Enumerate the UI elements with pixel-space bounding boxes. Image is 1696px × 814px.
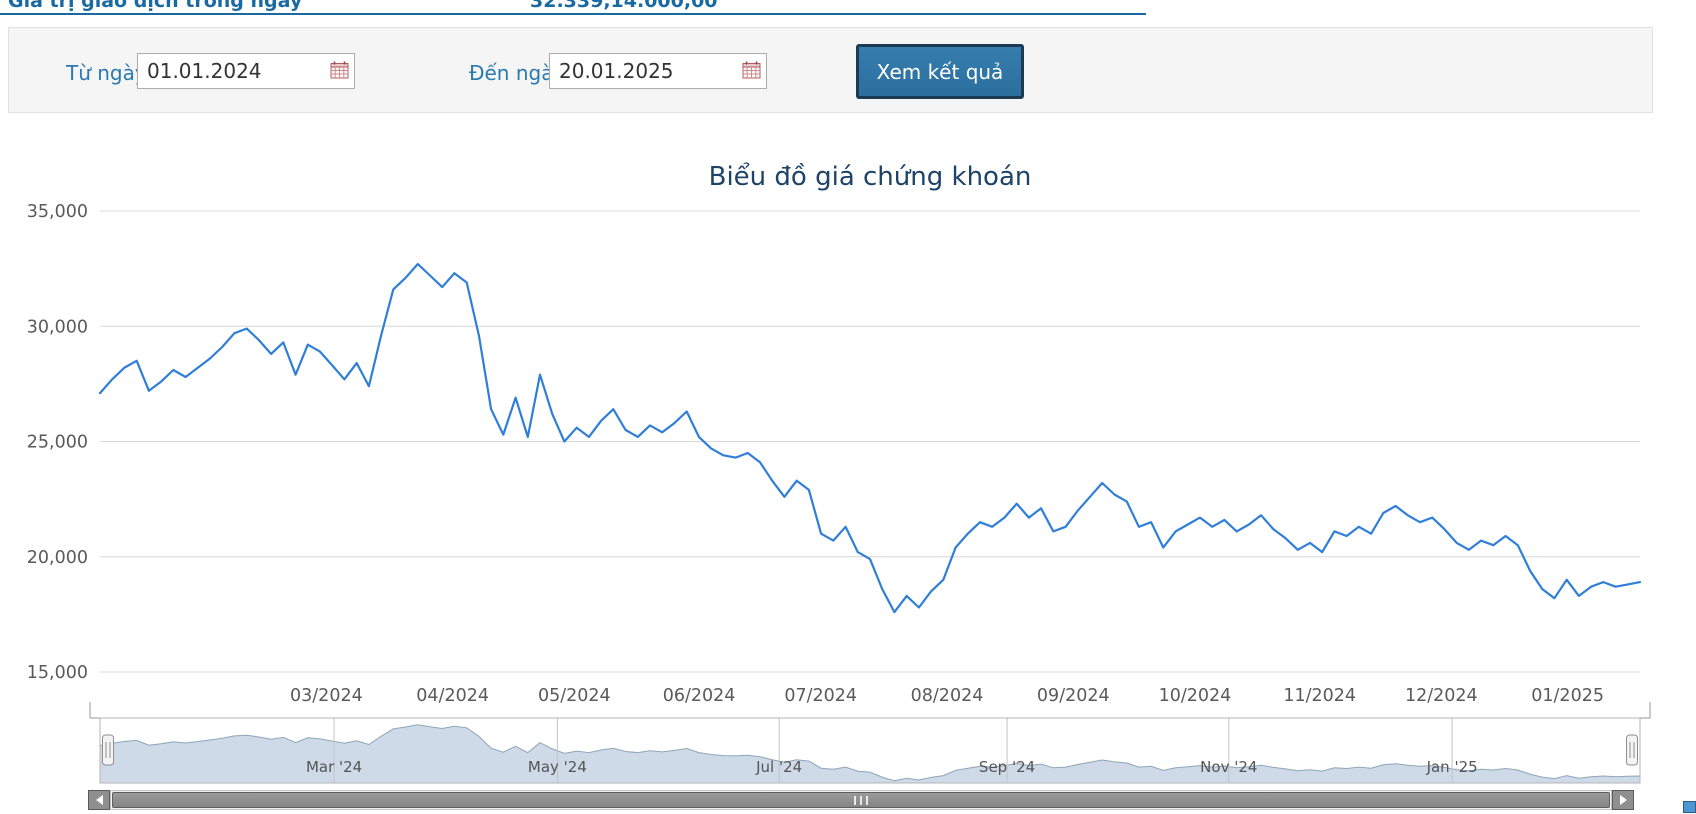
y-axis-label: 35,000 (27, 202, 88, 222)
from-date-input[interactable] (137, 53, 355, 89)
x-axis-label: 08/2024 (911, 686, 984, 706)
to-date-input[interactable] (549, 53, 767, 89)
chart-title: Biểu đồ giá chứng khoán (708, 162, 1032, 192)
price-line-series (98, 262, 1642, 614)
navigator-axis-label: Jan '25 (1426, 758, 1478, 776)
chart-scrollbar (88, 790, 1634, 810)
x-axis-label: 06/2024 (663, 686, 736, 706)
scrollbar-grip-icon (852, 795, 870, 805)
x-axis-label: 05/2024 (538, 686, 611, 706)
scrollbar-left-arrow[interactable] (88, 790, 110, 810)
x-axis-label: 11/2024 (1283, 686, 1356, 706)
x-axis-label: 07/2024 (784, 686, 857, 706)
chart-navigator[interactable]: Mar '24 May '24 Jul '24 Sep '24 Nov '24 Jan '… (0, 700, 1696, 800)
header-row: Giá trị giao dịch trong ngày 32.339,14.0… (0, 0, 1146, 15)
x-axis-label: 03/2024 (290, 686, 363, 706)
price-chart: 35,000 30,000 25,000 20,000 15,000 03/2024 04/… (27, 202, 1642, 706)
navigator-axis-label: Mar '24 (306, 758, 362, 776)
scrollbar-track[interactable] (110, 790, 1612, 810)
trading-value: 32.339,14.000,00 (530, 0, 718, 12)
navigator-axis-label: May '24 (528, 758, 587, 776)
left-arrow-icon (95, 795, 103, 805)
y-axis-label: 30,000 (27, 317, 88, 337)
navigator-axis-label: Sep '24 (979, 758, 1035, 776)
trading-value-label: Giá trị giao dịch trong ngày (8, 0, 303, 12)
view-results-button[interactable]: Xem kết quả (856, 44, 1024, 99)
right-arrow-icon (1619, 795, 1627, 805)
scrollbar-right-arrow[interactable] (1612, 790, 1634, 810)
y-axis-label: 25,000 (27, 433, 88, 453)
from-date-field (137, 53, 355, 89)
calendar-icon[interactable] (330, 61, 349, 79)
y-axis-label: 20,000 (27, 548, 88, 568)
navigator-axis-label: Nov '24 (1200, 758, 1257, 776)
navigator-right-handle[interactable] (1626, 734, 1638, 766)
scrollbar-thumb[interactable] (112, 792, 1610, 808)
scrollbar-corner (1683, 801, 1696, 813)
to-date-field (549, 53, 767, 89)
navigator-area-series (99, 724, 1641, 784)
x-axis-label: 04/2024 (416, 686, 489, 706)
navigator-axis-label: Jul '24 (755, 758, 802, 776)
x-axis-label: 09/2024 (1037, 686, 1110, 706)
y-axis-label: 15,000 (27, 663, 88, 683)
x-axis-label: 01/2025 (1531, 686, 1604, 706)
x-axis-label: 12/2024 (1405, 686, 1478, 706)
date-filter-bar: Từ ngày Đến ngày (8, 27, 1653, 113)
from-date-label: Từ ngày (66, 61, 147, 85)
calendar-icon[interactable] (742, 61, 761, 79)
navigator-left-handle[interactable] (102, 734, 114, 766)
x-axis-label: 10/2024 (1159, 686, 1232, 706)
